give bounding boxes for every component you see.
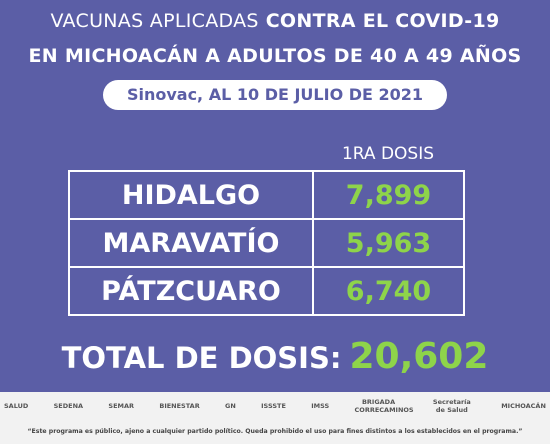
total-value: 20,602 — [349, 336, 489, 377]
total-label: TOTAL DE DOSIS: — [61, 341, 342, 375]
title: VACUNAS APLICADAS CONTRA EL COVID-19 — [0, 10, 550, 32]
title-bold: CONTRA EL COVID-19 — [265, 10, 500, 32]
logo: SALUD — [4, 402, 29, 410]
table-row: PÁTZCUARO 6,740 — [68, 266, 465, 316]
title-regular: VACUNAS APLICADAS — [50, 10, 259, 32]
municipality: PÁTZCUARO — [68, 266, 314, 316]
doses: 6,740 — [312, 266, 465, 316]
title-line2: EN MICHOACÁN A ADULTOS DE 40 A 49 AÑOS — [28, 45, 522, 67]
logo: GN — [225, 402, 236, 410]
logo: BIENESTAR — [159, 402, 200, 410]
logo: MICHOACÁN — [501, 402, 546, 410]
logo: BRIGADA CORRECAMINOS — [354, 398, 414, 414]
municipality: MARAVATÍO — [68, 218, 314, 268]
logo-strip — [0, 392, 550, 444]
logo: ISSSTE — [261, 402, 286, 410]
logos: SALUD SEDENA SEMAR BIENESTAR GN ISSSTE IMSS BRI… — [4, 398, 546, 414]
disclaimer: “Este programa es público, ajeno a cualq… — [27, 428, 523, 435]
logo: Secretaría de Salud — [432, 398, 471, 414]
logo: SEDENA — [53, 402, 84, 410]
subtitle: Sinovac, AL 10 DE JULIO DE 2021 — [103, 80, 447, 110]
municipality: HIDALGO — [68, 170, 314, 220]
column-header: 1RA DOSIS — [341, 144, 435, 164]
table-row: HIDALGO 7,899 — [68, 170, 465, 220]
table-row: MARAVATÍO 5,963 — [68, 218, 465, 268]
logo: SEMAR — [108, 402, 135, 410]
logo: IMSS — [311, 402, 330, 410]
total: TOTAL DE DOSIS: 20,602 — [0, 336, 550, 377]
doses: 7,899 — [312, 170, 465, 220]
table: HIDALGO 7,899 MARAVATÍO 5,963 PÁTZCUARO 6,740 — [68, 170, 465, 316]
doses: 5,963 — [312, 218, 465, 268]
